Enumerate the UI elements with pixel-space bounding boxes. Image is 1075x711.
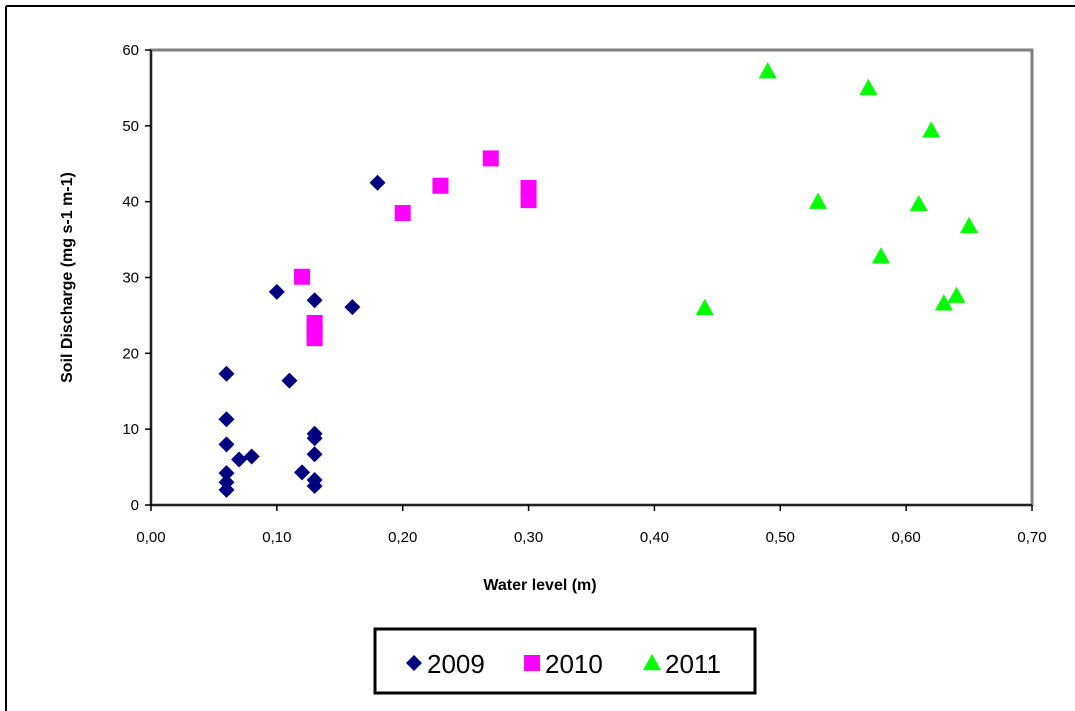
data-point-2011 xyxy=(871,247,890,264)
legend-label: 2010 xyxy=(545,649,603,679)
data-point-2011 xyxy=(934,294,953,311)
data-point-2010 xyxy=(294,268,311,285)
data-point-2009 xyxy=(218,436,235,453)
legend: 2009 2010 2011 xyxy=(373,627,757,695)
x-tick-label: 0,50 xyxy=(766,529,795,546)
data-point-2011 xyxy=(859,78,878,96)
y-tick-label: 10 xyxy=(122,421,139,438)
data-point-2009 xyxy=(294,464,311,481)
legend-label: 2011 xyxy=(665,649,721,679)
x-tick-label: 0,20 xyxy=(388,529,417,546)
data-point-2010 xyxy=(306,330,323,347)
plot-area xyxy=(149,48,1034,507)
data-point-2011 xyxy=(909,194,928,212)
data-point-2010 xyxy=(482,150,499,167)
data-point-2009 xyxy=(231,451,248,468)
x-tick-label: 0,10 xyxy=(262,529,291,546)
data-point-2011 xyxy=(809,192,828,209)
legend-label: 2009 xyxy=(427,649,485,679)
legend-box xyxy=(373,627,757,695)
y-axis-label: Soil Discharge (mg s-1 m-1) xyxy=(59,172,76,383)
x-axis-label: Water level (m) xyxy=(483,577,596,594)
data-point-2011 xyxy=(758,62,777,79)
legend-marker-2011 xyxy=(643,654,661,671)
series-2009 xyxy=(218,174,386,498)
data-point-2011 xyxy=(960,216,979,234)
y-tick-label: 30 xyxy=(122,270,139,287)
data-point-2009 xyxy=(344,299,361,316)
y-tick-label: 50 xyxy=(122,118,139,135)
data-point-2009 xyxy=(218,365,235,382)
data-point-2010 xyxy=(432,177,449,194)
data-point-2010 xyxy=(520,180,537,197)
y-tick-label: 40 xyxy=(122,194,139,211)
data-point-2009 xyxy=(306,292,323,309)
y-tick-label: 60 xyxy=(122,42,139,59)
data-point-2009 xyxy=(306,430,323,447)
data-point-2011 xyxy=(695,298,714,316)
x-tick-label: 0,70 xyxy=(1017,529,1046,546)
series-2010 xyxy=(294,150,537,347)
data-point-2009 xyxy=(218,481,235,498)
x-axis-ticks: 0,00 0,10 0,20 0,30 0,40 0,50 0,60 0,70 xyxy=(136,505,1047,546)
data-point-2009 xyxy=(306,478,323,495)
legend-items: 2009 2010 2011 xyxy=(406,649,721,679)
data-point-2011 xyxy=(922,121,941,138)
x-tick-label: 0,00 xyxy=(136,529,165,546)
data-point-2009 xyxy=(369,174,386,191)
data-point-2009 xyxy=(268,283,285,300)
x-tick-label: 0,40 xyxy=(640,529,669,546)
y-tick-label: 0 xyxy=(131,497,139,514)
legend-marker-2010 xyxy=(524,655,540,671)
data-point-2009 xyxy=(243,448,260,465)
data-point-2009 xyxy=(306,446,323,463)
data-series xyxy=(218,62,979,498)
data-point-2009 xyxy=(281,372,298,389)
y-tick-label: 20 xyxy=(122,345,139,362)
legend-marker-2009 xyxy=(406,655,422,671)
data-point-2011 xyxy=(947,286,966,303)
data-point-2010 xyxy=(394,205,411,222)
data-point-2009 xyxy=(218,411,235,428)
y-axis-ticks: 0 10 20 30 40 50 60 xyxy=(122,42,151,514)
data-point-2010 xyxy=(520,192,537,209)
series-2011 xyxy=(695,62,979,316)
x-tick-label: 0,30 xyxy=(514,529,543,546)
x-tick-label: 0,60 xyxy=(892,529,921,546)
data-point-2009 xyxy=(218,465,235,482)
